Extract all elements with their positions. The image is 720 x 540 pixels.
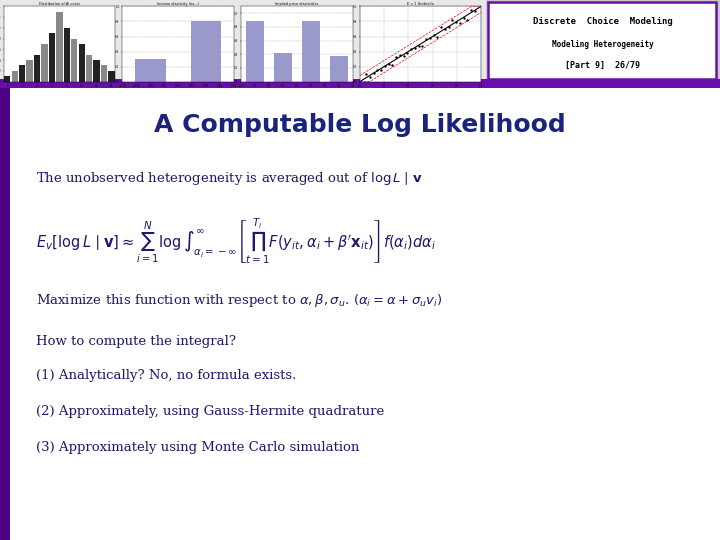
Point (443, 23, 454, 32)
Point (420, 35, 432, 44)
Point (451, 18, 462, 26)
Point (454, 18, 466, 27)
Bar (274, 53, 292, 82)
Bar (78, 44, 85, 82)
FancyBboxPatch shape (488, 2, 716, 79)
Bar (71, 39, 78, 82)
Point (383, 59, 395, 68)
Point (390, 52, 402, 61)
Title: Distribution of Ai costs: Distribution of Ai costs (39, 3, 80, 6)
Text: Discrete  Choice  Modeling: Discrete Choice Modeling (533, 17, 672, 25)
Title: Income elasticity (no...): Income elasticity (no...) (157, 3, 199, 6)
Title: Implied price elasticities: Implied price elasticities (275, 3, 319, 6)
Point (398, 52, 410, 60)
Point (405, 44, 417, 53)
Bar (108, 71, 114, 82)
Point (409, 44, 420, 52)
Point (364, 72, 376, 81)
Point (372, 65, 383, 74)
Text: [Part 9]  26/79: [Part 9] 26/79 (565, 60, 640, 70)
FancyBboxPatch shape (0, 79, 720, 88)
Bar (246, 22, 264, 82)
Text: (2) Approximately, using Gauss-Hermite quadrature: (2) Approximately, using Gauss-Hermite q… (36, 404, 384, 417)
Point (446, 15, 458, 24)
Bar (27, 60, 33, 82)
Point (417, 42, 428, 50)
Point (458, 14, 469, 23)
Bar (34, 55, 40, 82)
Point (431, 32, 443, 41)
Point (424, 33, 436, 42)
Point (462, 16, 473, 24)
Point (428, 31, 439, 39)
Text: The unobserved heterogeneity is averaged out of $\log L\mid\mathbf{v}$: The unobserved heterogeneity is averaged… (36, 170, 423, 187)
Text: Maximize this function with respect to $\alpha,\beta,\sigma_u$. $(\alpha_i = \al: Maximize this function with respect to $… (36, 292, 443, 309)
Point (368, 69, 379, 77)
Point (387, 61, 398, 70)
Point (402, 48, 413, 57)
Title: E = 1 Umbrella: E = 1 Umbrella (408, 3, 433, 6)
Bar (86, 55, 92, 82)
Point (360, 70, 372, 78)
Point (413, 42, 424, 50)
Bar (19, 65, 25, 82)
FancyBboxPatch shape (0, 0, 486, 81)
Point (436, 23, 447, 32)
Text: (1) Analytically? No, no formula exists.: (1) Analytically? No, no formula exists. (36, 368, 297, 382)
Bar (49, 33, 55, 82)
Text: (3) Approximately using Monte Carlo simulation: (3) Approximately using Monte Carlo simu… (36, 441, 359, 454)
Bar (12, 71, 18, 82)
Text: How to compute the integral?: How to compute the integral? (36, 335, 236, 348)
Bar (94, 60, 100, 82)
Point (465, 6, 477, 15)
Bar (330, 56, 348, 82)
Text: $E_v[\log L\mid\mathbf{v}] \approx \sum_{i=1}^{N}\log\int_{\alpha_i=-\infty}^{\i: $E_v[\log L\mid\mathbf{v}] \approx \sum_… (36, 217, 436, 266)
Text: A Computable Log Likelihood: A Computable Log Likelihood (154, 113, 566, 137)
Bar (63, 28, 70, 82)
Point (394, 51, 405, 60)
Point (379, 62, 390, 70)
Bar (56, 12, 63, 82)
Bar (41, 44, 48, 82)
Bar (101, 65, 107, 82)
Bar (135, 59, 166, 82)
Text: Modeling Heterogeneity: Modeling Heterogeneity (552, 39, 654, 49)
Point (439, 24, 451, 33)
Bar (4, 76, 11, 82)
Bar (302, 22, 320, 82)
FancyBboxPatch shape (0, 88, 10, 540)
Point (375, 66, 387, 75)
Bar (191, 22, 222, 82)
Point (469, 7, 481, 16)
FancyBboxPatch shape (0, 88, 720, 540)
